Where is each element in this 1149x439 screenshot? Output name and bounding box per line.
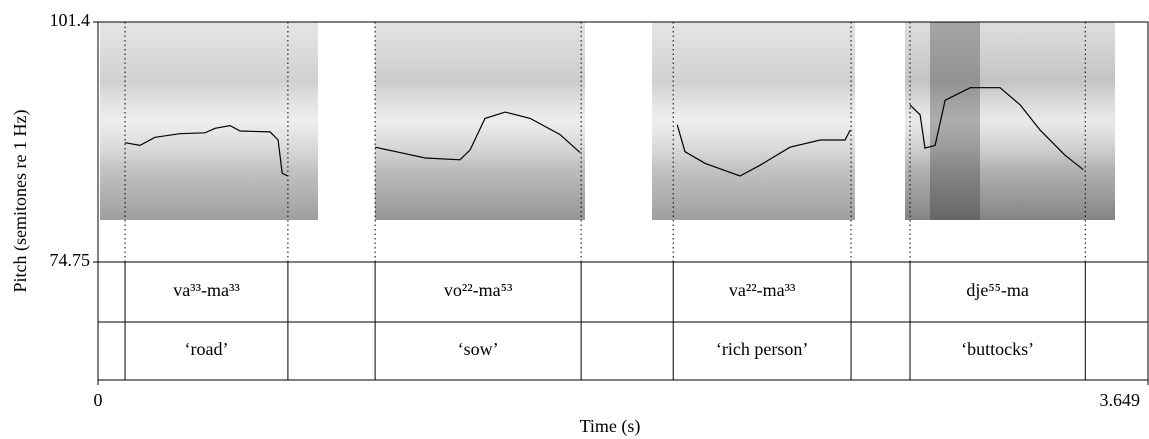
x-tick-label: 3.649 [1100, 390, 1141, 410]
interval-label: va³³-ma³³ [173, 280, 240, 300]
x-tick-label: 0 [94, 390, 103, 410]
pitch-contour [124, 87, 1084, 177]
spectrogram [100, 22, 1115, 220]
plot-frame [97, 21, 1149, 381]
interval-label: vo²²-ma⁵³ [444, 280, 513, 300]
interval-label: ‘sow’ [458, 339, 499, 359]
x-axis-label: Time (s) [580, 416, 641, 437]
interval-label: ‘road’ [184, 339, 228, 359]
interval-label: dje⁵⁵-ma [966, 280, 1029, 300]
interval-label: ‘rich person’ [716, 339, 808, 359]
interval-label: va²²-ma³³ [729, 280, 796, 300]
interval-label: ‘buttocks’ [961, 339, 1034, 359]
y-tick-label: 74.75 [50, 250, 91, 270]
y-axis-label: Pitch (semitones re 1 Hz) [10, 110, 31, 293]
y-tick-label: 101.4 [50, 10, 91, 30]
